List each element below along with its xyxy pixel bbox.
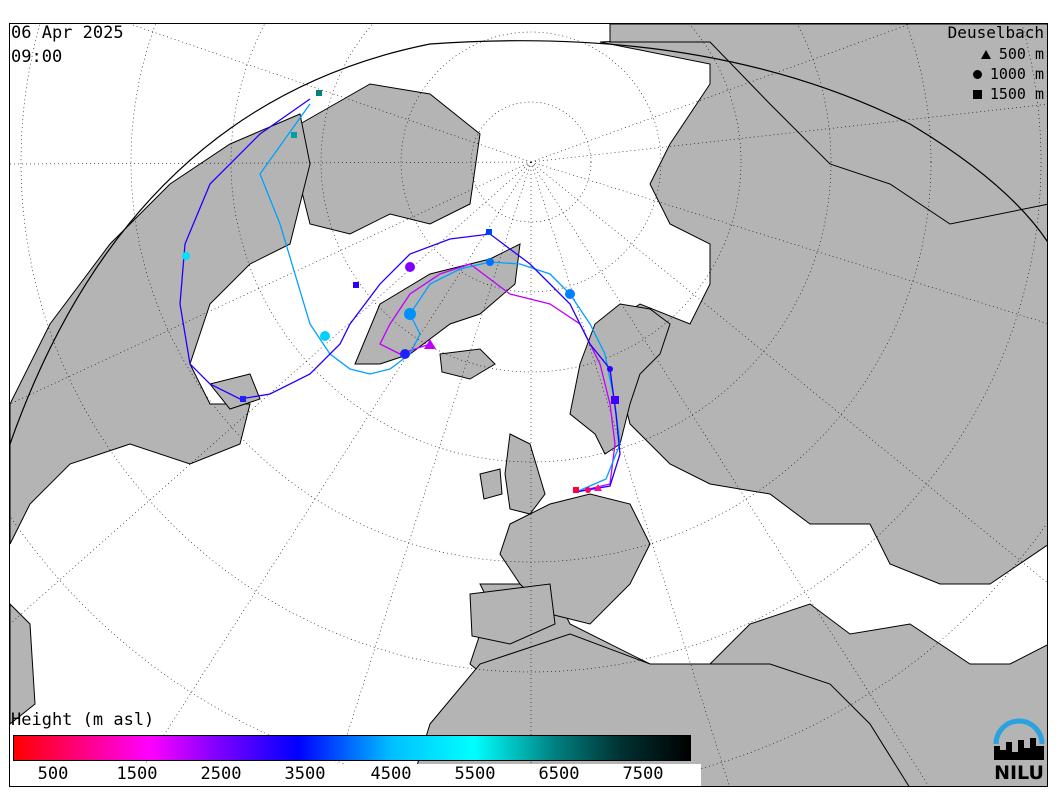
colorbar-tick: 7500 bbox=[622, 764, 664, 784]
colorbar-tick: 2500 bbox=[200, 764, 242, 784]
legend-row-1000: 1000 m bbox=[972, 64, 1044, 84]
trajectory-markers bbox=[182, 90, 619, 493]
colorbar-title: Height (m asl) bbox=[11, 710, 155, 730]
land-layer bbox=[10, 24, 1047, 786]
colorbar bbox=[13, 735, 691, 761]
graticule bbox=[10, 24, 1047, 786]
map-frame bbox=[9, 23, 1048, 787]
legend-row-1500: 1500 m bbox=[972, 84, 1044, 104]
nilu-logo-text: NILU bbox=[994, 762, 1044, 784]
square-marker bbox=[486, 229, 492, 235]
scandinavia-land bbox=[569, 303, 671, 455]
start-circle-marker bbox=[585, 487, 591, 493]
florida-land bbox=[10, 603, 36, 725]
globe-limb bbox=[10, 40, 1047, 445]
britain-land bbox=[504, 433, 546, 515]
square-marker bbox=[611, 396, 619, 404]
colorbar-tick: 5500 bbox=[454, 764, 496, 784]
colorbar-tick: 4500 bbox=[370, 764, 412, 784]
circle-marker bbox=[486, 258, 494, 266]
trajectory-500m bbox=[379, 263, 616, 493]
date-label: 06 Apr 2025 bbox=[11, 23, 124, 43]
ireland-land bbox=[479, 468, 503, 500]
square-icon bbox=[972, 89, 982, 99]
square-marker bbox=[291, 132, 297, 138]
nilu-logo: NILU bbox=[990, 710, 1048, 786]
map-canvas bbox=[10, 24, 1047, 786]
circle-marker bbox=[565, 289, 575, 299]
circle-marker bbox=[405, 262, 415, 272]
colorbar-tick: 500 bbox=[37, 764, 69, 784]
greenland-land bbox=[354, 243, 521, 365]
circle-icon bbox=[972, 69, 982, 79]
labrador-land bbox=[209, 373, 261, 410]
legend-label-500: 500 m bbox=[998, 45, 1044, 63]
colorbar-tick: 1500 bbox=[116, 764, 158, 784]
legend-label-1000: 1000 m bbox=[989, 65, 1044, 83]
legend-label-1500: 1500 m bbox=[989, 85, 1044, 103]
time-label: 09:00 bbox=[11, 47, 63, 67]
circle-marker bbox=[404, 308, 416, 320]
circle-marker bbox=[607, 366, 613, 372]
colorbar-tick: 6500 bbox=[538, 764, 580, 784]
iberia-land bbox=[469, 583, 556, 645]
square-marker bbox=[353, 282, 359, 288]
triangle-marker bbox=[424, 339, 436, 349]
arctic-archipelago-land bbox=[299, 83, 481, 235]
eurasia-land bbox=[469, 24, 1047, 786]
start-triangle-marker bbox=[594, 484, 602, 491]
north-america-land bbox=[10, 113, 311, 545]
station-label: Deuselbach bbox=[947, 23, 1044, 42]
square-marker bbox=[316, 90, 322, 96]
triangle-icon bbox=[980, 49, 991, 59]
start-square-marker bbox=[573, 487, 579, 493]
square-marker bbox=[240, 396, 246, 402]
circle-marker bbox=[400, 349, 410, 359]
legend-row-500: 500 m bbox=[980, 44, 1044, 64]
circle-marker bbox=[320, 331, 330, 341]
colorbar-tick: 3500 bbox=[284, 764, 326, 784]
colorbar-ticks: 500 1500 2500 3500 4500 5500 6500 7500 bbox=[11, 764, 701, 786]
siberia-land bbox=[609, 24, 1047, 225]
nilu-logo-icon bbox=[993, 718, 1045, 760]
iceland-land bbox=[439, 348, 496, 380]
circle-marker bbox=[182, 252, 190, 260]
